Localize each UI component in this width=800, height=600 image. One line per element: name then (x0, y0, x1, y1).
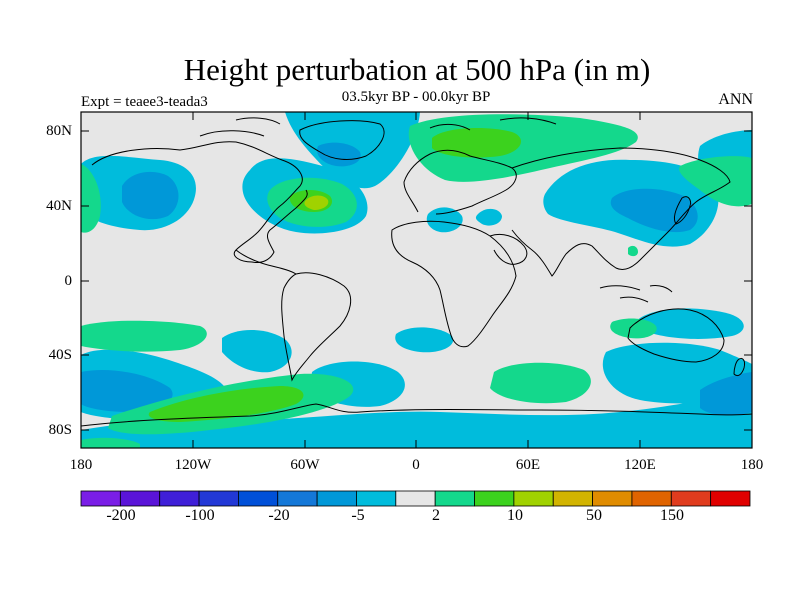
field-greenland-core (317, 142, 361, 167)
field-australia-east-blue (637, 308, 744, 339)
field-s-indian-green (490, 362, 591, 404)
field-greenland-blue (247, 171, 272, 193)
coast-arctic-islands (199, 117, 557, 137)
colorbar-swatch (238, 490, 279, 507)
field-e-asia-core (610, 188, 698, 233)
coast-asia (511, 147, 731, 277)
anomaly-field-plus10 (304, 195, 329, 210)
coast-south-america (281, 272, 352, 382)
coast-australia (627, 308, 725, 363)
lat-label-40n: 40N (46, 198, 72, 214)
field-mediterranean-blue (426, 207, 463, 233)
colorbar-swatch (80, 490, 121, 507)
coast-central-america (235, 249, 297, 275)
colorbar-swatch (395, 490, 436, 507)
field-barents-core (432, 128, 522, 158)
colorbar-swatch (119, 490, 161, 507)
map-title: Height perturbation at 500 hPa (in m) (183, 52, 651, 87)
colorbar-swatch (159, 490, 200, 507)
colorbar-swatch (631, 490, 672, 507)
colorbar-swatch (277, 490, 318, 507)
coast-greenland (299, 120, 385, 160)
lon-label-120e: 120E (624, 457, 656, 473)
field-indian-small-green (610, 318, 657, 339)
coast-japan (673, 196, 691, 225)
lat-label-0: 0 (64, 273, 73, 289)
coast-africa (391, 220, 517, 348)
map-subtitle: 03.5kyr BP - 00.0kyr BP (341, 89, 491, 105)
anomaly-field-minus10 (81, 142, 752, 416)
colorbar-swatch (710, 490, 751, 507)
field-arabian-blue (475, 208, 502, 226)
coastlines (81, 117, 752, 427)
season-label: ANN (718, 91, 753, 108)
colorbar-swatch (198, 490, 239, 507)
coast-north-america (91, 141, 308, 263)
colorbar-label: -20 (268, 507, 290, 524)
colorbar-label: -100 (185, 507, 215, 524)
field-s-pacific-30s-green (81, 320, 207, 352)
coast-arabia (489, 233, 528, 265)
colorbar-swatch (474, 490, 515, 507)
field-n-pacific-east-green (679, 156, 752, 207)
colorbar-label: 50 (586, 507, 602, 524)
colorbar-label: -5 (351, 507, 365, 524)
colorbar-swatch (316, 490, 357, 507)
colorbar-label: 2 (432, 507, 440, 524)
map-plot-area (81, 112, 752, 448)
colorbar-swatch (552, 490, 593, 507)
field-antarctic-ring-blue (81, 390, 752, 448)
lon-label-180e: 180 (740, 457, 764, 473)
lon-label-120w: 120W (174, 457, 212, 473)
field-indian-blue (395, 327, 454, 353)
coast-indonesia (599, 285, 673, 303)
lon-label-180w: 180 (69, 457, 93, 473)
field-ross-core (700, 372, 752, 416)
lon-label-0: 0 (412, 457, 420, 473)
lat-label-40s: 40S (48, 347, 72, 363)
field-kamchatka-green (628, 245, 638, 257)
colorbar-swatch (592, 490, 633, 507)
lon-label-60w: 60W (290, 457, 320, 473)
colorbar (80, 490, 751, 507)
coast-antarctica (81, 403, 752, 427)
colorbar-swatch (670, 490, 712, 507)
colorbar-label: 150 (660, 507, 684, 524)
field-newfoundland-peak (304, 195, 329, 210)
colorbar-label: 10 (507, 507, 523, 524)
experiment-label: Expt = teaee3-teada3 (81, 94, 208, 110)
lat-label-80s: 80S (48, 422, 72, 438)
field-ne-pacific-core (122, 171, 179, 220)
coast-europe (403, 149, 517, 215)
coast-new-zealand (733, 357, 745, 377)
lat-label-80n: 80N (46, 123, 72, 139)
field-s-pacific-44s-green (81, 437, 140, 448)
map-ticks (81, 112, 752, 448)
field-s-pacific-core (81, 369, 173, 412)
field-n-pacific-west-green (81, 164, 101, 233)
field-s-pacific-60s-core (148, 386, 304, 422)
field-s-pacific-mid-blue (222, 329, 292, 373)
colorbar-swatch (434, 490, 475, 507)
colorbar-swatch (513, 490, 554, 507)
colorbar-label: -200 (106, 507, 136, 524)
colorbar-swatch (356, 490, 397, 507)
lon-label-60e: 60E (515, 457, 541, 473)
